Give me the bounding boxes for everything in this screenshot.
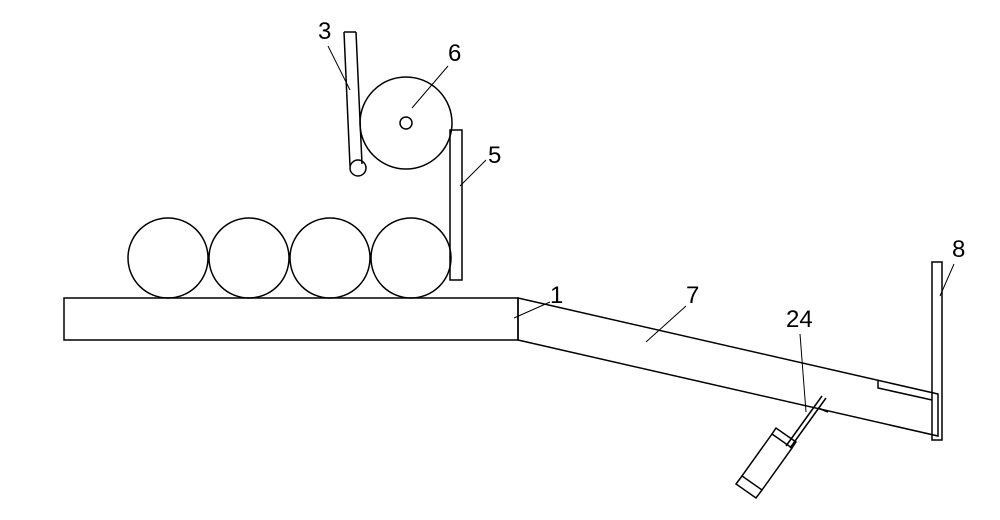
leader-7 bbox=[646, 306, 686, 342]
cylinder-24-body bbox=[742, 434, 792, 490]
mechanical-diagram: 3 6 5 1 7 24 8 bbox=[0, 0, 1000, 515]
roller-1 bbox=[128, 218, 208, 298]
ramp-7 bbox=[518, 298, 938, 436]
platform-1 bbox=[64, 298, 518, 340]
label-24: 24 bbox=[786, 306, 813, 334]
label-6: 6 bbox=[448, 40, 461, 68]
roller-2 bbox=[209, 218, 289, 298]
stop-8 bbox=[932, 262, 942, 440]
leader-6 bbox=[412, 66, 448, 108]
label-1: 1 bbox=[550, 282, 563, 310]
diagram-svg bbox=[0, 0, 1000, 515]
leader-1 bbox=[514, 302, 550, 318]
arm-3-left bbox=[344, 32, 350, 166]
label-7: 7 bbox=[686, 282, 699, 310]
leader-3 bbox=[328, 46, 350, 90]
roller-4 bbox=[371, 218, 451, 298]
wheel-6-inner bbox=[400, 117, 412, 129]
leader-5 bbox=[460, 160, 486, 186]
arm-5 bbox=[450, 130, 462, 280]
cylinder-24-rod-right bbox=[790, 398, 826, 448]
label-5: 5 bbox=[488, 142, 501, 170]
arm-3-right bbox=[356, 32, 362, 164]
roller-3 bbox=[290, 218, 370, 298]
label-8: 8 bbox=[952, 236, 965, 264]
small-pulley bbox=[350, 160, 366, 176]
wheel-6-outer bbox=[360, 77, 452, 169]
leader-24 bbox=[800, 334, 806, 412]
label-3: 3 bbox=[318, 18, 331, 46]
